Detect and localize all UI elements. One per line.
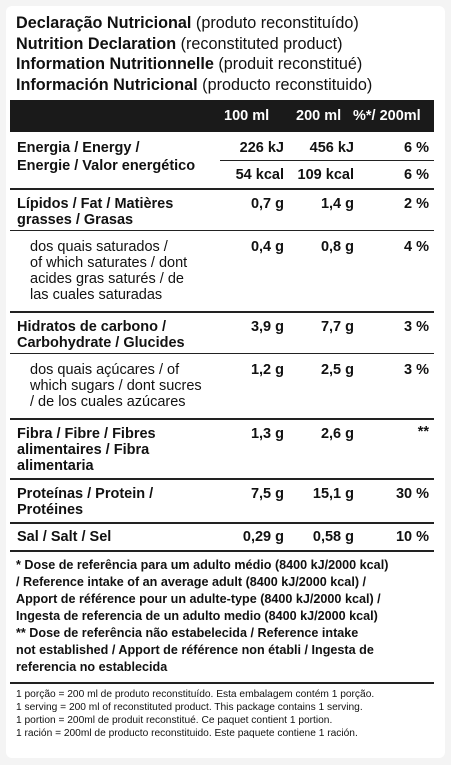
energy-divider [220,160,434,161]
title-en: Nutrition Declaration (reconstituted pro… [16,34,436,55]
energy-kcal-100: 54 kcal [235,167,284,183]
protein-pct: 30 % [395,486,429,502]
title-pt-normal: (produto reconstituído) [191,14,359,32]
protein-200: 15,1 g [312,486,354,502]
saturates-pct: 4 % [404,239,429,255]
energy-kj-100: 226 kJ [239,140,284,156]
title-en-bold: Nutrition Declaration [16,34,177,53]
title-fr-normal: (produit reconstitué) [213,55,363,73]
fat-label: Lípidos / Fat / Matières grasses / Grasa… [17,196,174,228]
protein-label: Proteínas / Protein / Protéines [17,486,154,518]
fibre-label: Fibra / Fibre / Fibres alimentaires / Fi… [17,426,156,474]
title-pt-bold: Declaração Nutricional [16,14,192,32]
salt-pct: 10 % [395,529,429,545]
title-fr-bold: Information Nutritionnelle [16,55,214,73]
title-es: Información Nutricional (producto recons… [16,75,436,96]
title-es-normal: (producto reconstituido) [197,75,373,94]
table-header: 100 ml 200 ml %*/ 200ml [10,100,434,132]
sugars-label: dos quais açúcares / of which sugars / d… [30,362,202,410]
energy-kj-200: 456 kJ [309,140,354,156]
row-saturates: dos quais saturados / of which saturates… [10,231,434,313]
row-protein: Proteínas / Protein / Protéines 7,5 g 15… [10,480,434,524]
carbs-100: 3,9 g [250,319,284,335]
title-en-normal: (reconstituted product) [176,34,343,53]
title-es-bold: Información Nutricional [16,75,198,94]
col-header-200ml: 200 ml [296,108,342,124]
fibre-200: 2,6 g [320,426,354,442]
row-salt: Sal / Salt / Sel 0,29 g 0,58 g 10 % [10,524,434,552]
energy-kcal-200: 109 kcal [297,167,354,183]
energy-kj-pct: 6 % [404,140,429,156]
energy-kcal-pct: 6 % [404,167,429,183]
title-block: Declaração Nutricional (produto reconsti… [16,13,436,95]
serving-info: 1 porção = 200 ml de produto reconstituí… [16,689,375,739]
col-header-percent: %*/ 200ml [353,108,421,124]
sugars-100: 1,2 g [250,362,284,378]
title-fr: Information Nutritionnelle (produit reco… [16,54,436,75]
salt-label: Sal / Salt / Sel [17,529,112,545]
saturates-100: 0,4 g [250,239,284,255]
reference-intake-footnote: * Dose de referência para um adulto médi… [16,558,389,674]
sugars-pct: 3 % [404,362,429,378]
carbs-label: Hidratos de carbono / Carbohydrate / Glu… [17,319,185,351]
col-header-100ml: 100 ml [224,108,270,124]
sugars-200: 2,5 g [320,362,354,378]
row-fat: Lípidos / Fat / Matières grasses / Grasa… [10,190,434,231]
protein-100: 7,5 g [250,486,284,502]
saturates-label: dos quais saturados / of which saturates… [30,239,188,303]
saturates-200: 0,8 g [320,239,354,255]
fat-100: 0,7 g [250,196,284,212]
energy-label: Energia / Energy / Energie / Valor energ… [17,140,196,174]
fibre-pct: ** [417,424,429,440]
carbs-200: 7,7 g [320,319,354,335]
fat-200: 1,4 g [320,196,354,212]
fat-pct: 2 % [404,196,429,212]
row-energy: Energia / Energy / Energie / Valor energ… [10,132,434,190]
row-carbohydrate: Hidratos de carbono / Carbohydrate / Glu… [10,313,434,354]
fibre-100: 1,3 g [250,426,284,442]
carbs-pct: 3 % [404,319,429,335]
footnote-divider [10,682,434,684]
row-fibre: Fibra / Fibre / Fibres alimentaires / Fi… [10,420,434,480]
salt-100: 0,29 g [242,529,284,545]
salt-200: 0,58 g [312,529,354,545]
title-pt: Declaração Nutricional (produto reconsti… [16,13,436,34]
row-sugars: dos quais açúcares / of which sugars / d… [10,354,434,420]
